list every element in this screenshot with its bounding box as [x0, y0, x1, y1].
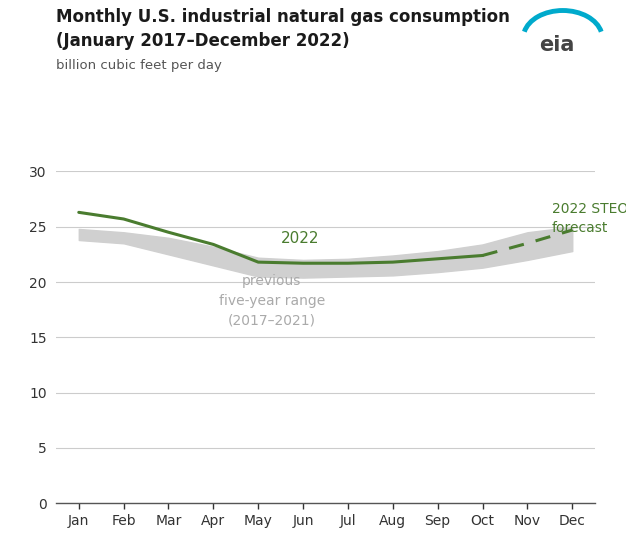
Text: 2022: 2022: [280, 231, 319, 246]
Text: previous
five-year range
(2017–2021): previous five-year range (2017–2021): [218, 274, 325, 327]
Text: billion cubic feet per day: billion cubic feet per day: [56, 59, 222, 72]
Text: eia: eia: [540, 35, 575, 55]
Text: (January 2017–December 2022): (January 2017–December 2022): [56, 32, 350, 50]
Text: Monthly U.S. industrial natural gas consumption: Monthly U.S. industrial natural gas cons…: [56, 8, 510, 27]
Text: 2022 STEO
forecast: 2022 STEO forecast: [552, 202, 626, 235]
